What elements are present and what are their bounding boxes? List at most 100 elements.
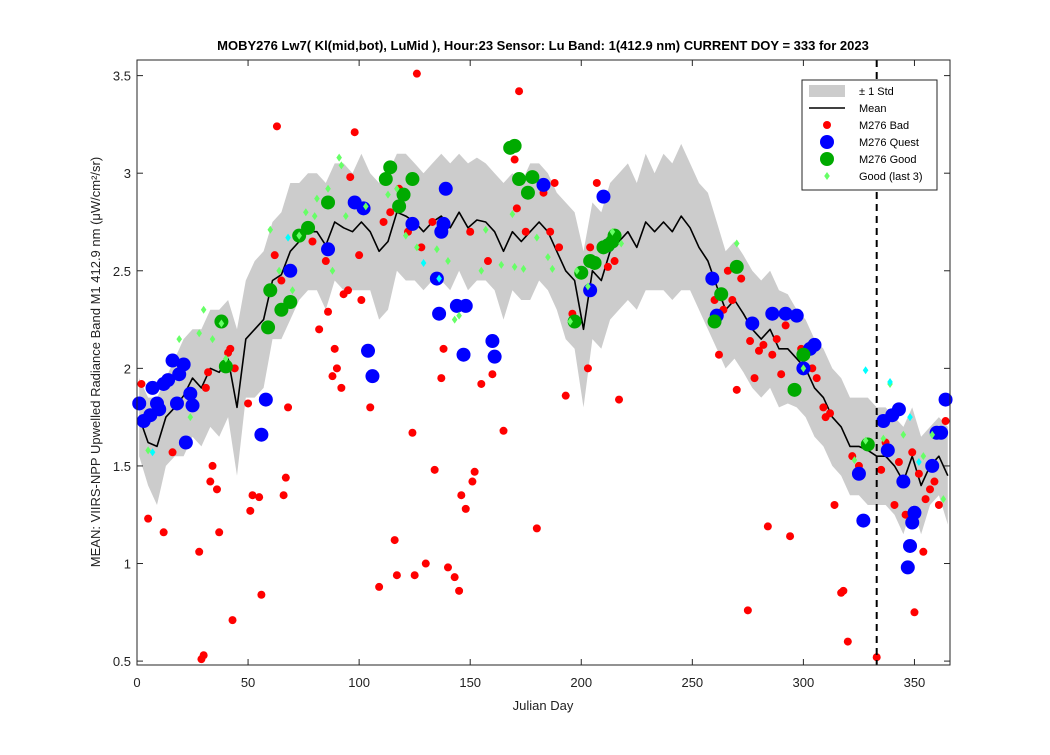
bad-point [768, 350, 777, 359]
bad-point [830, 500, 839, 509]
good-last3-point [176, 335, 183, 344]
bad-point [477, 379, 486, 388]
bad-point [910, 608, 919, 617]
good-last3-point [338, 161, 345, 170]
bad-point [390, 536, 399, 545]
bad-point [281, 473, 290, 482]
bad-point [412, 69, 421, 78]
good-last3-cyan-point [862, 366, 869, 375]
good-last3-point [862, 436, 869, 445]
good-last3-point [402, 231, 409, 240]
quest-point [596, 189, 611, 204]
good-last3-point [329, 266, 336, 275]
bad-point [430, 465, 439, 474]
std-band-layer [139, 143, 948, 535]
good-point [707, 314, 722, 329]
quest-point [583, 283, 598, 298]
legend: ± 1 Std Mean M276 Bad M276 Quest M276 Good Go… [801, 79, 938, 191]
good-last3-point [549, 264, 556, 273]
bad-point [168, 448, 177, 457]
bad-point [226, 344, 235, 353]
quest-point [487, 349, 502, 364]
points-layer [132, 69, 953, 664]
good-last3-point [394, 184, 400, 193]
good-point [283, 295, 298, 309]
x-tick-label: 0 [133, 675, 140, 690]
bad-point [890, 500, 899, 509]
bad-point [488, 370, 497, 379]
bad-point [461, 504, 470, 513]
bad-point [615, 395, 624, 404]
quest-point [283, 263, 298, 278]
good-point [729, 259, 744, 274]
legend-swatch-good [820, 152, 834, 166]
bad-point [941, 417, 950, 426]
bad-point [201, 383, 210, 392]
bad-point [759, 340, 768, 349]
y-tick-label: 2.5 [113, 264, 131, 279]
bad-point [921, 495, 930, 504]
good-last3-point [940, 495, 947, 504]
quest-point [361, 343, 376, 358]
bad-point [439, 344, 448, 353]
x-tick-label: 150 [459, 675, 481, 690]
good-point [512, 172, 527, 187]
bad-point [737, 274, 746, 283]
bad-point [843, 637, 852, 646]
good-point [321, 195, 336, 210]
good-last3-cyan-point [907, 413, 913, 422]
good-last3-point [800, 364, 807, 373]
good-point [378, 172, 393, 187]
good-last3-point [900, 430, 907, 439]
y-tick-label: 1 [124, 557, 131, 572]
good-last3-point [520, 264, 527, 273]
bad-point [586, 243, 595, 252]
bad-point [772, 335, 781, 344]
legend-swatch-std [809, 85, 845, 97]
bad-point [337, 383, 346, 392]
quest-point [938, 392, 953, 407]
good-last3-point [303, 208, 309, 217]
quest-point [485, 334, 500, 349]
good-point [396, 187, 411, 202]
bad-point [208, 461, 217, 470]
bad-point [144, 514, 153, 523]
good-last3-point [209, 335, 216, 344]
x-tick-label: 350 [904, 675, 926, 690]
bad-point [324, 307, 333, 316]
good-point [860, 437, 875, 452]
bad-point [330, 344, 339, 353]
quest-point [178, 435, 193, 450]
good-last3-point [296, 231, 302, 240]
axes-layer: 0 50 100 150 200 250 300 350 0.5 1 1.5 2 2.5 3 3.5 [113, 60, 950, 690]
bad-point [270, 251, 279, 260]
quest-point [900, 560, 915, 575]
y-axis-label: MEAN: VIIRS-NPP Upwelled Radiance Band M… [88, 157, 103, 567]
bad-point [743, 606, 752, 615]
good-last3-point [482, 225, 489, 234]
good-last3-point [336, 153, 342, 162]
good-last3-point [498, 260, 505, 269]
good-point [567, 314, 582, 329]
good-last3-point [574, 266, 580, 275]
bad-point [357, 296, 366, 305]
bad-point [315, 325, 324, 334]
mean-line-layer [138, 211, 949, 487]
x-tick-label: 300 [793, 675, 815, 690]
quest-point [536, 177, 551, 192]
quest-point [436, 216, 451, 231]
bad-point [521, 227, 530, 236]
mean-line [138, 211, 949, 487]
bad-point [583, 364, 592, 373]
good-last3-point [267, 225, 274, 234]
legend-box [801, 79, 938, 191]
good-last3-point [223, 354, 229, 363]
bad-point [754, 346, 763, 355]
quest-point [903, 538, 918, 553]
bad-point [819, 403, 828, 412]
x-tick-label: 200 [570, 675, 592, 690]
bad-point [515, 87, 524, 96]
bad-point [204, 368, 213, 377]
y-tick-label: 0.5 [113, 654, 131, 669]
bad-point [392, 571, 401, 580]
